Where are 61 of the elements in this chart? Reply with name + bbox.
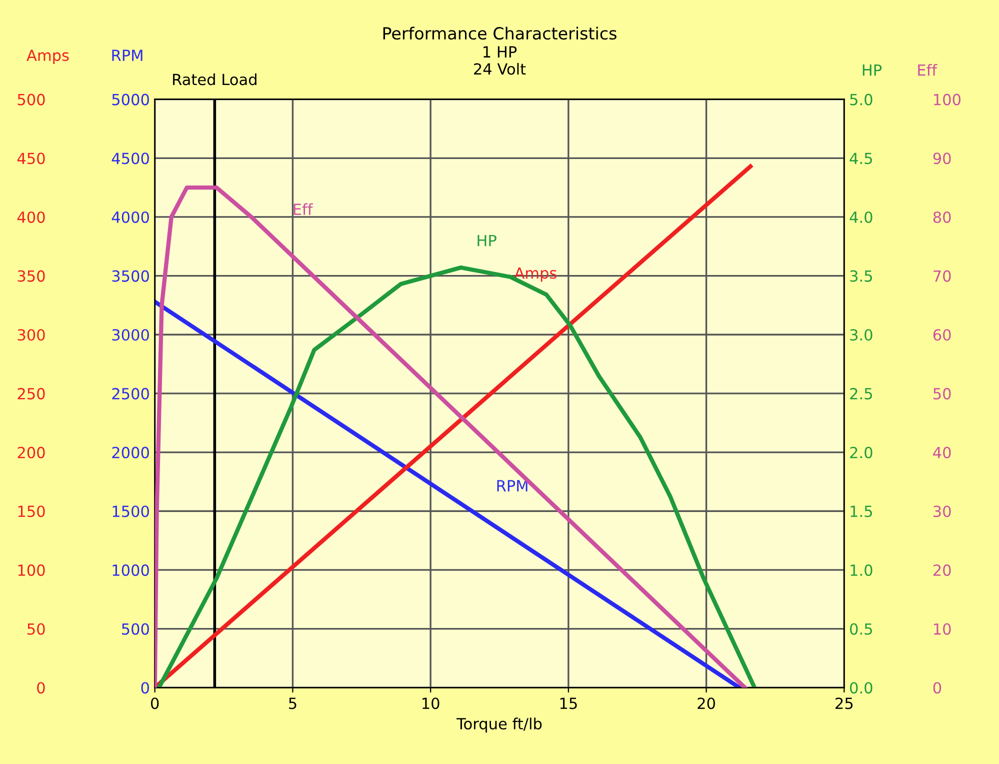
y2-tick-label: 50	[934, 388, 951, 400]
y2-tick-label: 300	[18, 329, 45, 341]
y-tick-label: 3.0	[850, 329, 872, 341]
y-tick-label: 1500	[112, 506, 149, 518]
y2-tick-label: 0	[933, 682, 942, 694]
y2-tick-label: 20	[933, 564, 951, 576]
y2-tick-label: 350	[18, 270, 45, 282]
y2-tick-label: 80	[933, 211, 951, 223]
y2-tick-label: 400	[17, 211, 45, 223]
x-tick-label: 10	[422, 698, 440, 710]
y2-tick-label: 250	[18, 388, 45, 400]
y2-tick-label: 100	[934, 94, 960, 106]
y2-tick-label: 450	[17, 152, 45, 164]
chart-title: Performance Characteristics	[383, 26, 616, 40]
text: Eff	[294, 203, 313, 215]
y2-tick-label: 10	[934, 623, 951, 635]
y-tick-label: 4.0	[850, 211, 872, 223]
y2-tick-label: 70	[934, 270, 951, 282]
y2-tick-label: 30	[934, 506, 951, 518]
y2-tick-label: 90	[933, 152, 951, 164]
y-tick-label: 0.5	[850, 623, 872, 635]
x-tick-label: 15	[560, 698, 577, 710]
y-axis-title: HP	[862, 64, 882, 76]
y2-tick-label: 150	[18, 506, 45, 518]
x-axis-title: Torque ft/lb	[456, 718, 542, 732]
x-tick-label: 0	[150, 698, 159, 710]
y-tick-label: 0.0	[850, 682, 872, 694]
y-tick-label: 2000	[112, 446, 149, 458]
series-label: HP	[478, 234, 496, 246]
chart-subtitle: 1 HP 24 Volt	[474, 46, 526, 75]
y-tick-label: 2.0	[850, 446, 872, 458]
y-tick-label: 3500	[112, 270, 149, 282]
x-tick-label: 5	[289, 698, 296, 710]
series-label: RPM	[497, 480, 528, 492]
y2-tick-label: 40	[933, 446, 951, 458]
ref-line-label: Rated Load	[173, 73, 256, 86]
y-tick-label: 2.5	[850, 388, 872, 400]
y2-axis-title: Amps	[26, 50, 69, 64]
y-tick-label: 3000	[112, 329, 149, 341]
y-tick-label: 5.0	[850, 94, 872, 106]
y-tick-label: 0	[141, 682, 149, 694]
y2-tick-label: 0	[37, 682, 45, 694]
y2-tick-label: 100	[18, 564, 45, 576]
y-tick-label: 3.5	[850, 270, 872, 282]
y2-tick-label: 60	[933, 329, 951, 341]
y-axis-title: RPM	[112, 50, 142, 61]
y-tick-label: 4.5	[850, 152, 872, 164]
y-tick-label: 500	[122, 623, 149, 635]
x-tick-label: 25	[836, 698, 853, 710]
y2-tick-label: 500	[18, 94, 45, 106]
y-tick-label: 1000	[112, 564, 149, 576]
y-tick-label: 1.0	[850, 564, 872, 576]
y-tick-label: 4000	[112, 211, 149, 223]
y-tick-label: 2500	[112, 388, 149, 400]
y2-tick-label: 200	[18, 446, 45, 458]
x-tick-label: 20	[698, 698, 715, 710]
y-tick-label: 4500	[112, 152, 149, 164]
y2-axis-title: Eff	[918, 64, 938, 76]
y-tick-label: 1.5	[850, 506, 872, 518]
y2-tick-label: 50	[28, 623, 45, 635]
y-tick-label: 5000	[112, 94, 149, 106]
